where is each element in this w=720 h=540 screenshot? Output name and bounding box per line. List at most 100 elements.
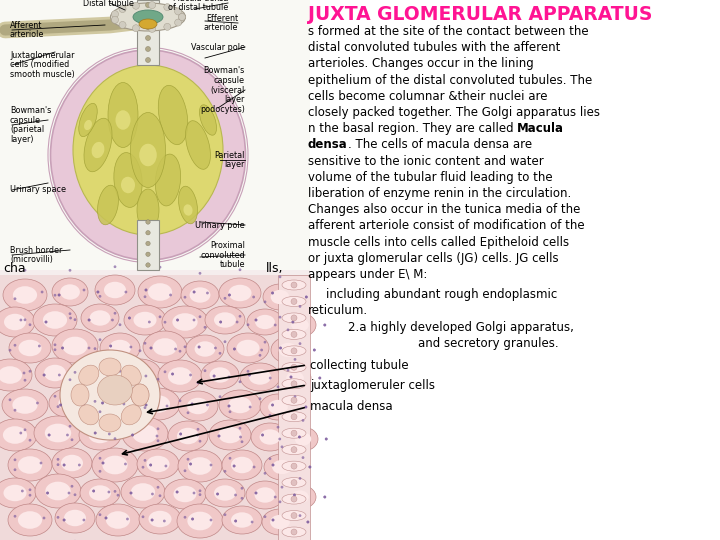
Ellipse shape [205,479,245,507]
Circle shape [29,323,32,326]
Circle shape [73,318,76,321]
Circle shape [114,490,117,492]
Ellipse shape [209,420,251,450]
Text: liberation of enzyme renin in the circulation.: liberation of enzyme renin in the circul… [308,187,571,200]
Circle shape [48,434,50,436]
Circle shape [238,315,241,318]
Circle shape [57,458,59,461]
Ellipse shape [12,396,37,414]
Ellipse shape [99,358,121,376]
Bar [137,220,159,270]
Ellipse shape [73,65,223,235]
Ellipse shape [282,280,306,290]
Circle shape [145,241,150,246]
Circle shape [53,343,56,346]
Circle shape [193,319,195,321]
Circle shape [323,323,326,326]
Ellipse shape [174,486,197,502]
Ellipse shape [55,503,95,533]
Ellipse shape [249,369,271,384]
Circle shape [271,292,274,294]
Circle shape [258,354,261,357]
Circle shape [228,404,230,407]
Circle shape [150,518,153,522]
Ellipse shape [282,461,306,471]
Circle shape [302,456,305,459]
Circle shape [291,381,297,387]
Circle shape [269,457,271,460]
Ellipse shape [114,153,142,207]
Circle shape [42,374,45,376]
Text: reticulum.: reticulum. [308,305,368,318]
Circle shape [21,490,24,492]
Circle shape [217,435,220,437]
Circle shape [40,462,42,464]
Circle shape [302,419,305,422]
Text: cells become columnar &their nuclei are: cells become columnar &their nuclei are [308,90,547,103]
Ellipse shape [78,365,99,385]
Circle shape [325,437,328,441]
Circle shape [189,463,192,465]
Circle shape [274,496,276,498]
Circle shape [102,462,104,464]
Circle shape [128,316,131,319]
Ellipse shape [247,309,283,335]
Circle shape [199,493,202,496]
Ellipse shape [178,450,222,482]
Circle shape [193,491,195,495]
Circle shape [63,464,66,467]
Circle shape [53,348,56,351]
Ellipse shape [282,313,306,323]
Ellipse shape [4,485,27,501]
Circle shape [29,439,32,442]
Circle shape [145,231,150,235]
Ellipse shape [228,397,251,413]
Circle shape [189,374,192,376]
Circle shape [85,372,87,374]
Circle shape [199,272,202,275]
Circle shape [279,437,281,441]
Ellipse shape [44,364,66,381]
Text: volume of the tubular fluid leading to the: volume of the tubular fluid leading to t… [308,171,553,184]
Circle shape [142,466,145,469]
Circle shape [318,376,321,380]
Text: Proximal
convoluted
tubule: Proximal convoluted tubule [200,241,245,269]
Text: . The cells of macula densa are: . The cells of macula densa are [348,138,532,151]
Ellipse shape [0,359,32,391]
Circle shape [163,519,166,522]
Text: Urinary space: Urinary space [10,186,66,194]
Circle shape [233,348,236,350]
Circle shape [53,294,56,296]
Ellipse shape [95,275,135,305]
Text: 2.a highly developed Golgi apparatus,: 2.a highly developed Golgi apparatus, [348,321,574,334]
Ellipse shape [60,350,160,440]
Circle shape [99,295,102,298]
Ellipse shape [122,417,168,451]
Text: appears under E\ M:: appears under E\ M: [308,268,428,281]
Ellipse shape [139,144,157,166]
Circle shape [217,435,220,437]
Text: and secretory granules.: and secretory granules. [418,337,559,350]
Circle shape [148,2,156,9]
Circle shape [119,323,122,326]
Circle shape [189,463,192,465]
Circle shape [264,472,266,475]
Circle shape [239,436,242,438]
Circle shape [71,438,73,441]
Circle shape [158,315,161,318]
Ellipse shape [91,142,104,158]
Circle shape [234,494,237,496]
Ellipse shape [146,395,170,413]
Ellipse shape [45,424,71,442]
Circle shape [255,491,258,495]
Circle shape [99,410,102,413]
Ellipse shape [84,120,92,130]
Circle shape [143,295,146,298]
Circle shape [101,402,104,404]
Circle shape [308,465,311,468]
Circle shape [176,319,179,321]
Ellipse shape [156,154,181,206]
Text: Juxtaglomerular
cells (modified
smooth muscle): Juxtaglomerular cells (modified smooth m… [10,51,75,79]
Circle shape [198,346,200,348]
Circle shape [112,11,119,18]
